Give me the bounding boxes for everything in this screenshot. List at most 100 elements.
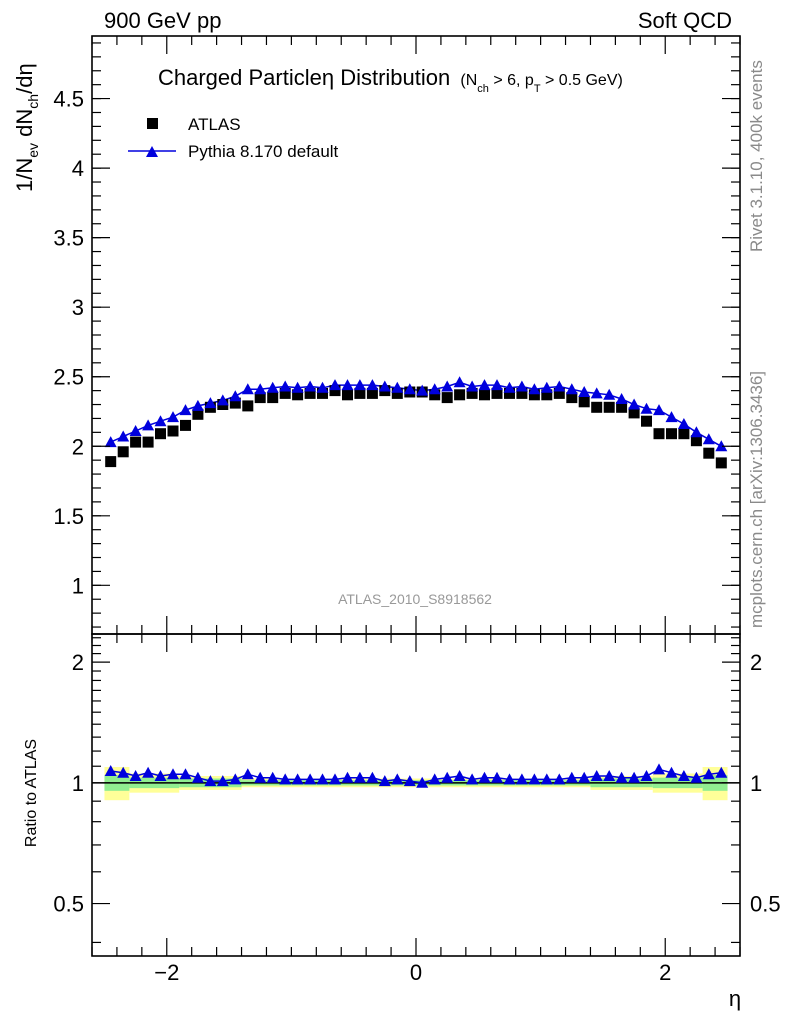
ratio-point bbox=[715, 766, 728, 778]
atlas-point bbox=[254, 392, 266, 404]
y-axis-label-ratio: Ratio to ATLAS bbox=[23, 739, 40, 847]
atlas-point bbox=[267, 392, 279, 404]
atlas-point bbox=[516, 387, 528, 399]
header-left: 900 GeV pp bbox=[104, 8, 221, 33]
mc-point bbox=[254, 383, 267, 395]
mc-point bbox=[478, 379, 491, 391]
ratio-point bbox=[366, 771, 379, 783]
ratio-point bbox=[329, 773, 341, 785]
side-text-bottom: mcplots.cern.ch [arXiv:1306.3436] bbox=[747, 371, 766, 628]
ratio-point bbox=[304, 773, 317, 785]
atlas-point bbox=[167, 425, 179, 437]
legend-label-atlas: ATLAS bbox=[188, 115, 241, 134]
ratio-axis-ticks: 0.5 0.5 1 1 2 2 −2 0 2 bbox=[53, 634, 781, 985]
mc-point bbox=[179, 404, 192, 416]
atlas-point bbox=[105, 456, 117, 468]
atlas-point bbox=[354, 387, 366, 399]
atlas-point bbox=[391, 387, 403, 399]
ratio-point bbox=[378, 775, 391, 787]
ratio-point bbox=[204, 775, 217, 787]
ratio-point bbox=[316, 773, 329, 785]
main-panel: 1 1.5 2 2.5 3 3.5 4 4.5 Charged Particleη Distr… bbox=[12, 35, 741, 635]
mc-point bbox=[653, 404, 665, 416]
ratio-point bbox=[615, 771, 628, 783]
ratio-point bbox=[553, 773, 566, 785]
ratio-point bbox=[179, 768, 192, 780]
ratio-point bbox=[590, 770, 603, 781]
ratio-point bbox=[665, 766, 678, 778]
mc-point bbox=[715, 440, 728, 452]
ratio-point bbox=[266, 771, 279, 783]
ratio-point bbox=[216, 775, 229, 787]
ratio-point bbox=[416, 776, 429, 788]
atlas-point bbox=[192, 408, 204, 420]
y-tick-label-main: 3 bbox=[72, 295, 84, 320]
mc-point bbox=[353, 379, 366, 391]
mc-point bbox=[216, 394, 229, 406]
ratio-point bbox=[191, 771, 204, 783]
mc-point bbox=[503, 381, 516, 393]
atlas-point bbox=[628, 407, 640, 419]
atlas-point bbox=[566, 392, 578, 404]
atlas-point bbox=[603, 401, 615, 413]
mc-point bbox=[291, 381, 304, 393]
ratio-point bbox=[466, 773, 479, 785]
atlas-point bbox=[117, 446, 129, 458]
atlas-point bbox=[616, 401, 628, 413]
ratio-point bbox=[453, 770, 466, 781]
ratio-point bbox=[528, 773, 541, 785]
mc-point bbox=[117, 430, 130, 442]
chart-title: Charged Particleη Distribution (Nch > 6,… bbox=[158, 65, 623, 95]
ratio-point bbox=[167, 768, 179, 780]
ratio-point bbox=[104, 765, 117, 776]
mc-point bbox=[553, 380, 566, 392]
mc-point bbox=[316, 381, 329, 393]
watermark-label: ATLAS_2010_S8918562 bbox=[338, 591, 492, 607]
legend-marker-pythia bbox=[146, 146, 158, 157]
mc-point bbox=[229, 390, 242, 402]
atlas-point bbox=[504, 387, 515, 399]
ratio-point bbox=[677, 770, 690, 781]
ratio-panel: 0.5 0.5 1 1 2 2 −2 0 2 Ratio to ATLAS bbox=[23, 633, 781, 985]
main-plot-marks bbox=[104, 376, 728, 469]
mc-point bbox=[154, 415, 167, 427]
atlas-point bbox=[591, 401, 603, 413]
atlas-point bbox=[155, 428, 166, 440]
ratio-y-tick-label-right: 1 bbox=[750, 771, 762, 796]
header-right: Soft QCD bbox=[638, 8, 732, 33]
atlas-point bbox=[666, 428, 677, 440]
y-tick-label-main: 1 bbox=[72, 573, 84, 598]
atlas-point bbox=[242, 400, 254, 412]
ratio-point bbox=[653, 763, 665, 775]
mc-point bbox=[191, 399, 204, 411]
atlas-point bbox=[329, 385, 341, 397]
mc-point bbox=[466, 380, 479, 392]
ratio-point bbox=[603, 770, 616, 781]
ratio-point bbox=[640, 770, 653, 781]
main-axis-ticks: 1 1.5 2 2.5 3 3.5 4 4.5 bbox=[53, 36, 741, 634]
mc-point bbox=[515, 380, 528, 392]
mc-point bbox=[204, 397, 217, 409]
ratio-point bbox=[628, 771, 641, 783]
atlas-point bbox=[528, 389, 540, 401]
ratio-point bbox=[578, 771, 591, 783]
mc-point bbox=[341, 379, 354, 391]
mc-point bbox=[266, 381, 279, 393]
atlas-point bbox=[553, 387, 565, 399]
mc-point bbox=[142, 419, 155, 431]
atlas-point bbox=[142, 436, 154, 448]
ratio-y-tick-label-right: 0.5 bbox=[750, 892, 781, 917]
atlas-point bbox=[479, 389, 490, 401]
atlas-point bbox=[279, 387, 291, 399]
ratio-y-tick-label-left: 2 bbox=[72, 650, 84, 675]
ratio-point bbox=[540, 773, 553, 785]
x-axis-label: η bbox=[729, 986, 741, 1011]
atlas-point bbox=[441, 392, 453, 404]
y-tick-label-main: 4 bbox=[72, 156, 84, 181]
mc-point bbox=[590, 387, 603, 399]
mc-point bbox=[304, 380, 317, 392]
mc-point bbox=[640, 402, 653, 414]
atlas-point bbox=[678, 428, 690, 440]
atlas-point bbox=[317, 387, 328, 399]
